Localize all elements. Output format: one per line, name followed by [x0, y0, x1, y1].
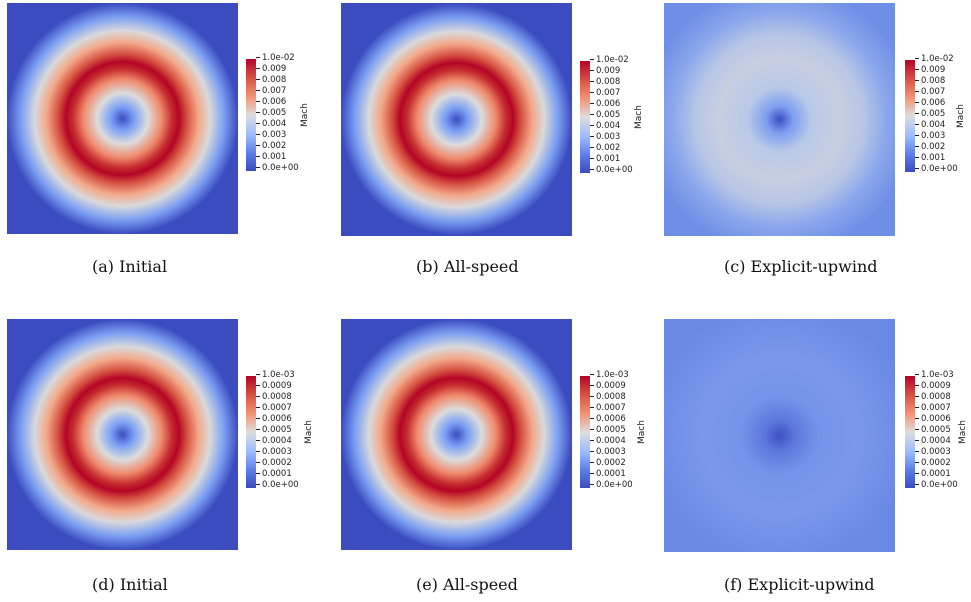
tick-label: 0.0008	[915, 393, 951, 402]
colorbar	[905, 60, 915, 172]
tick-label: 0.009	[915, 66, 945, 75]
tick-label: 0.0001	[915, 470, 951, 479]
colorbar-label: Mach	[304, 420, 314, 444]
tick-label: 0.001	[915, 154, 945, 163]
tick-label: 0.0008	[256, 393, 292, 402]
tick-label: 0.0003	[590, 448, 626, 457]
tick-label: 0.0001	[256, 470, 292, 479]
colorbar-ticks: 1.0e-03 0.0009 0.0008 0.0007 0.0006 0.00…	[590, 371, 650, 490]
colorbar-ticks: 1.0e-02 0.009 0.008 0.007 0.006 0.005 0.…	[256, 54, 316, 173]
colorbar-ticks: 1.0e-02 0.009 0.008 0.007 0.006 0.005 0.…	[590, 56, 650, 175]
tick-label: 0.0008	[590, 393, 626, 402]
tick-label: 0.0e+00	[256, 481, 299, 490]
tick-label: 0.0002	[915, 459, 951, 468]
tick-label: 0.0009	[915, 382, 951, 391]
tick-label: 0.0002	[256, 459, 292, 468]
colorbar	[246, 59, 256, 171]
tick-label: 0.0006	[256, 415, 292, 424]
tick-label: 1.0e-03	[590, 371, 629, 380]
mach-field-plot	[664, 3, 895, 236]
colorbar-ticks: 1.0e-02 0.009 0.008 0.007 0.006 0.005 0.…	[915, 55, 971, 174]
caption-c: (c) Explicit-upwind	[724, 257, 878, 276]
tick-label: 0.0e+00	[590, 481, 633, 490]
tick-label: 0.0009	[256, 382, 292, 391]
tick-label: 0.001	[256, 153, 286, 162]
tick-label: 1.0e-02	[590, 56, 629, 65]
tick-label: 0.002	[256, 142, 286, 151]
tick-label: 1.0e-02	[256, 54, 295, 63]
tick-label: 0.002	[590, 144, 620, 153]
caption-e: (e) All-speed	[416, 575, 518, 594]
tick-label: 0.004	[256, 120, 286, 129]
tick-label: 1.0e-02	[915, 55, 954, 64]
tick-label: 0.004	[915, 121, 945, 130]
tick-label: 0.0e+00	[915, 481, 958, 490]
tick-label: 0.007	[590, 89, 620, 98]
colorbar-label: Mach	[634, 105, 644, 129]
tick-label: 0.0e+00	[915, 165, 958, 174]
tick-label: 0.003	[915, 132, 945, 141]
tick-label: 0.007	[915, 88, 945, 97]
tick-label: 0.003	[256, 131, 286, 140]
tick-label: 0.008	[256, 76, 286, 85]
tick-label: 1.0e-03	[256, 371, 295, 380]
tick-label: 0.0009	[590, 382, 626, 391]
tick-label: 0.006	[590, 100, 620, 109]
mach-field-plot	[664, 319, 895, 552]
tick-label: 0.006	[915, 99, 945, 108]
tick-label: 0.0007	[915, 404, 951, 413]
mach-field-plot	[341, 319, 572, 550]
colorbar-ticks: 1.0e-03 0.0009 0.0008 0.0007 0.0006 0.00…	[915, 371, 971, 490]
mach-field-plot	[341, 3, 572, 236]
tick-label: 0.0006	[915, 415, 951, 424]
tick-label: 0.0007	[256, 404, 292, 413]
mach-field-plot	[7, 319, 238, 550]
colorbar-label: Mach	[637, 420, 647, 444]
colorbar	[246, 376, 256, 488]
tick-label: 0.0e+00	[256, 164, 299, 173]
colorbar-label: Mach	[300, 103, 310, 127]
tick-label: 0.002	[915, 143, 945, 152]
tick-label: 0.009	[590, 67, 620, 76]
tick-label: 0.0004	[915, 437, 951, 446]
mach-field-plot	[7, 3, 238, 234]
tick-label: 0.001	[590, 155, 620, 164]
colorbar-label: Mach	[958, 420, 968, 444]
tick-label: 0.007	[256, 87, 286, 96]
tick-label: 0.0006	[590, 415, 626, 424]
caption-d: (d) Initial	[92, 575, 168, 594]
caption-b: (b) All-speed	[416, 257, 519, 276]
colorbar	[580, 61, 590, 173]
tick-label: 0.008	[590, 78, 620, 87]
tick-label: 0.0005	[915, 426, 951, 435]
colorbar-ticks: 1.0e-03 0.0009 0.0008 0.0007 0.0006 0.00…	[256, 371, 316, 490]
tick-label: 0.0003	[915, 448, 951, 457]
tick-label: 0.0005	[256, 426, 292, 435]
tick-label: 0.005	[256, 109, 286, 118]
colorbar	[905, 376, 915, 488]
tick-label: 0.003	[590, 133, 620, 142]
tick-label: 0.0004	[256, 437, 292, 446]
tick-label: 0.0001	[590, 470, 626, 479]
tick-label: 0.0003	[256, 448, 292, 457]
colorbar-label: Mach	[956, 104, 966, 128]
tick-label: 0.0004	[590, 437, 626, 446]
tick-label: 0.005	[915, 110, 945, 119]
tick-label: 0.008	[915, 77, 945, 86]
colorbar	[580, 376, 590, 488]
tick-label: 1.0e-03	[915, 371, 954, 380]
caption-f: (f) Explicit-upwind	[724, 575, 875, 594]
tick-label: 0.005	[590, 111, 620, 120]
tick-label: 0.009	[256, 65, 286, 74]
caption-a: (a) Initial	[92, 257, 168, 276]
tick-label: 0.0002	[590, 459, 626, 468]
tick-label: 0.0007	[590, 404, 626, 413]
tick-label: 0.004	[590, 122, 620, 131]
tick-label: 0.0005	[590, 426, 626, 435]
tick-label: 0.0e+00	[590, 166, 633, 175]
tick-label: 0.006	[256, 98, 286, 107]
